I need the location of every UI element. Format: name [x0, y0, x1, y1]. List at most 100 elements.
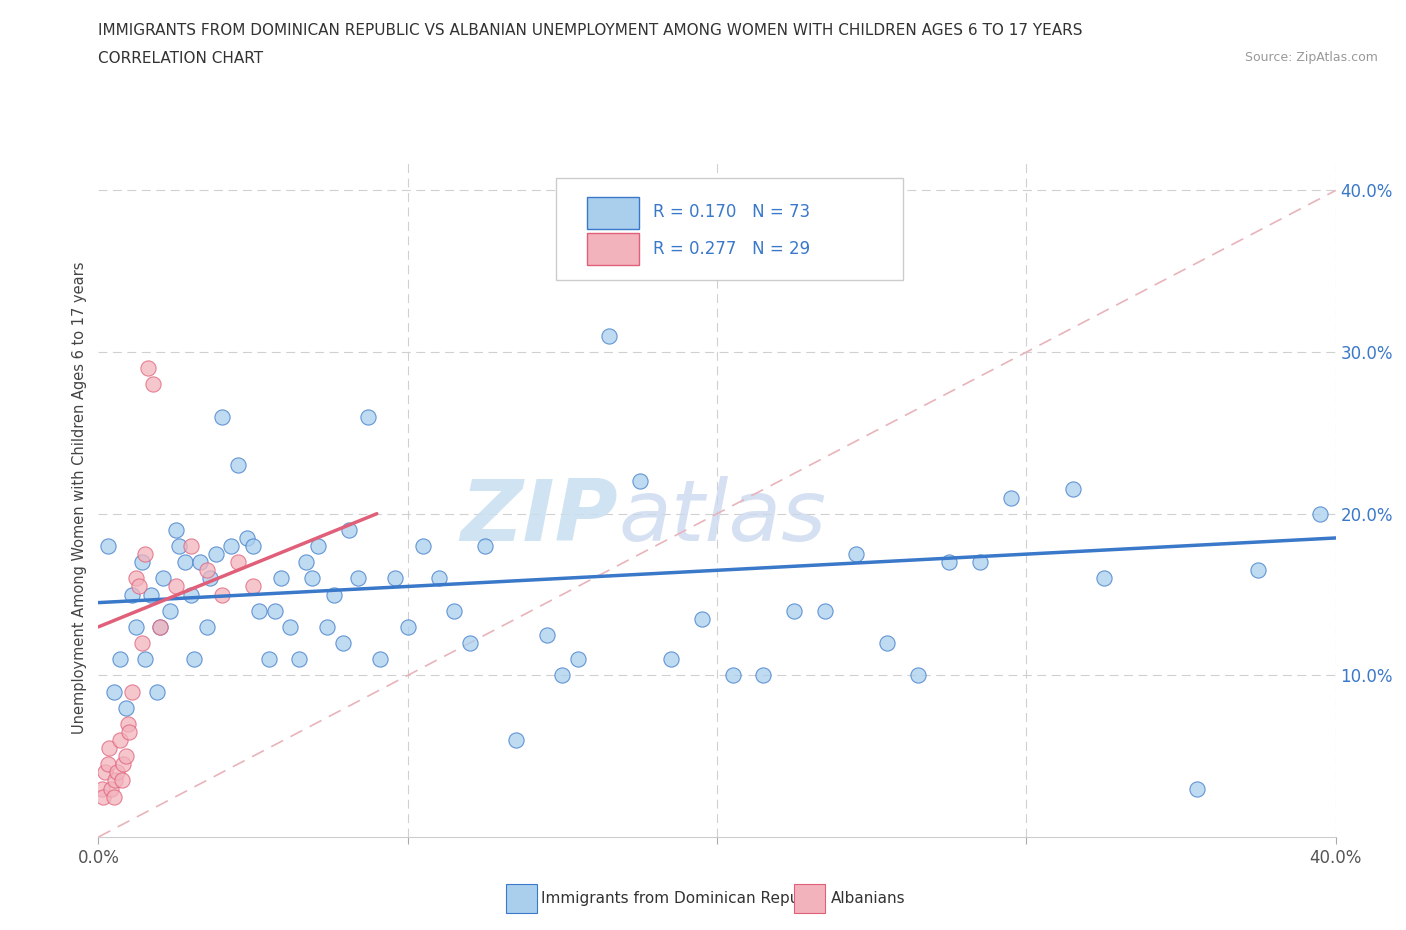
Point [474, 538, 496, 553]
Point [628, 474, 651, 489]
Point [337, 523, 360, 538]
Point [108, 733, 131, 748]
Point [969, 555, 991, 570]
Point [247, 604, 270, 618]
Point [288, 652, 311, 667]
Point [131, 555, 153, 570]
Point [190, 555, 212, 570]
Point [165, 579, 187, 594]
Point [134, 547, 156, 562]
Point [226, 555, 249, 570]
Point [1092, 571, 1115, 586]
Point [198, 571, 221, 586]
Point [347, 571, 370, 586]
Point [100, 781, 122, 796]
Point [124, 571, 146, 586]
Point [98, 740, 121, 755]
Point [236, 530, 259, 545]
FancyBboxPatch shape [588, 232, 640, 265]
Point [128, 579, 150, 594]
Point [167, 538, 190, 553]
Point [356, 409, 378, 424]
Point [121, 587, 143, 602]
Point [115, 749, 138, 764]
Point [396, 619, 419, 634]
Point [242, 579, 264, 594]
Point [139, 587, 162, 602]
Point [427, 571, 450, 586]
Point [307, 538, 329, 553]
Point [165, 523, 187, 538]
Point [221, 538, 243, 553]
Point [211, 409, 233, 424]
Point [149, 619, 172, 634]
Point [368, 652, 391, 667]
Point [551, 668, 574, 683]
Point [659, 652, 682, 667]
Point [567, 652, 589, 667]
Point [159, 604, 181, 618]
Point [111, 773, 132, 788]
Point [211, 587, 233, 602]
Point [876, 635, 898, 650]
Point [458, 635, 481, 650]
Point [1185, 781, 1208, 796]
Point [117, 716, 139, 731]
Point [180, 587, 202, 602]
Point [690, 611, 713, 626]
Point [322, 587, 344, 602]
Point [121, 684, 143, 699]
FancyBboxPatch shape [557, 179, 903, 280]
Point [598, 328, 620, 343]
Text: ZIP: ZIP [460, 476, 619, 560]
Point [536, 628, 558, 643]
Point [90, 781, 112, 796]
Point [384, 571, 406, 586]
Point [141, 377, 165, 392]
Text: Albanians: Albanians [831, 891, 905, 906]
Text: atlas: atlas [619, 476, 827, 560]
Point [1247, 563, 1270, 578]
Point [242, 538, 264, 553]
Point [108, 652, 131, 667]
Point [112, 757, 135, 772]
Point [278, 619, 301, 634]
Point [226, 458, 249, 472]
Point [152, 571, 174, 586]
Point [443, 604, 465, 618]
Point [103, 684, 125, 699]
Point [93, 764, 115, 779]
Point [721, 668, 744, 683]
Point [783, 604, 806, 618]
Point [412, 538, 434, 553]
Text: Immigrants from Dominican Republic: Immigrants from Dominican Republic [541, 891, 827, 906]
Point [124, 619, 146, 634]
Point [105, 764, 128, 779]
Point [134, 652, 156, 667]
Text: R = 0.170   N = 73: R = 0.170 N = 73 [652, 204, 810, 221]
Point [1000, 490, 1022, 505]
Point [263, 604, 285, 618]
Point [103, 790, 125, 804]
Point [136, 361, 159, 376]
Y-axis label: Unemployment Among Women with Children Ages 6 to 17 years: Unemployment Among Women with Children A… [72, 261, 87, 734]
Point [332, 635, 354, 650]
Point [1309, 506, 1331, 521]
Point [97, 757, 120, 772]
Point [104, 773, 127, 788]
Point [146, 684, 169, 699]
Text: R = 0.277   N = 29: R = 0.277 N = 29 [652, 240, 810, 258]
Point [845, 547, 868, 562]
Point [91, 790, 114, 804]
Point [301, 571, 323, 586]
Text: CORRELATION CHART: CORRELATION CHART [98, 51, 263, 66]
Point [814, 604, 837, 618]
Text: IMMIGRANTS FROM DOMINICAN REPUBLIC VS ALBANIAN UNEMPLOYMENT AMONG WOMEN WITH CHI: IMMIGRANTS FROM DOMINICAN REPUBLIC VS AL… [98, 23, 1083, 38]
Point [1062, 482, 1084, 497]
Point [907, 668, 929, 683]
Point [115, 700, 138, 715]
Point [183, 652, 205, 667]
Point [205, 547, 228, 562]
Point [505, 733, 527, 748]
Point [294, 555, 316, 570]
